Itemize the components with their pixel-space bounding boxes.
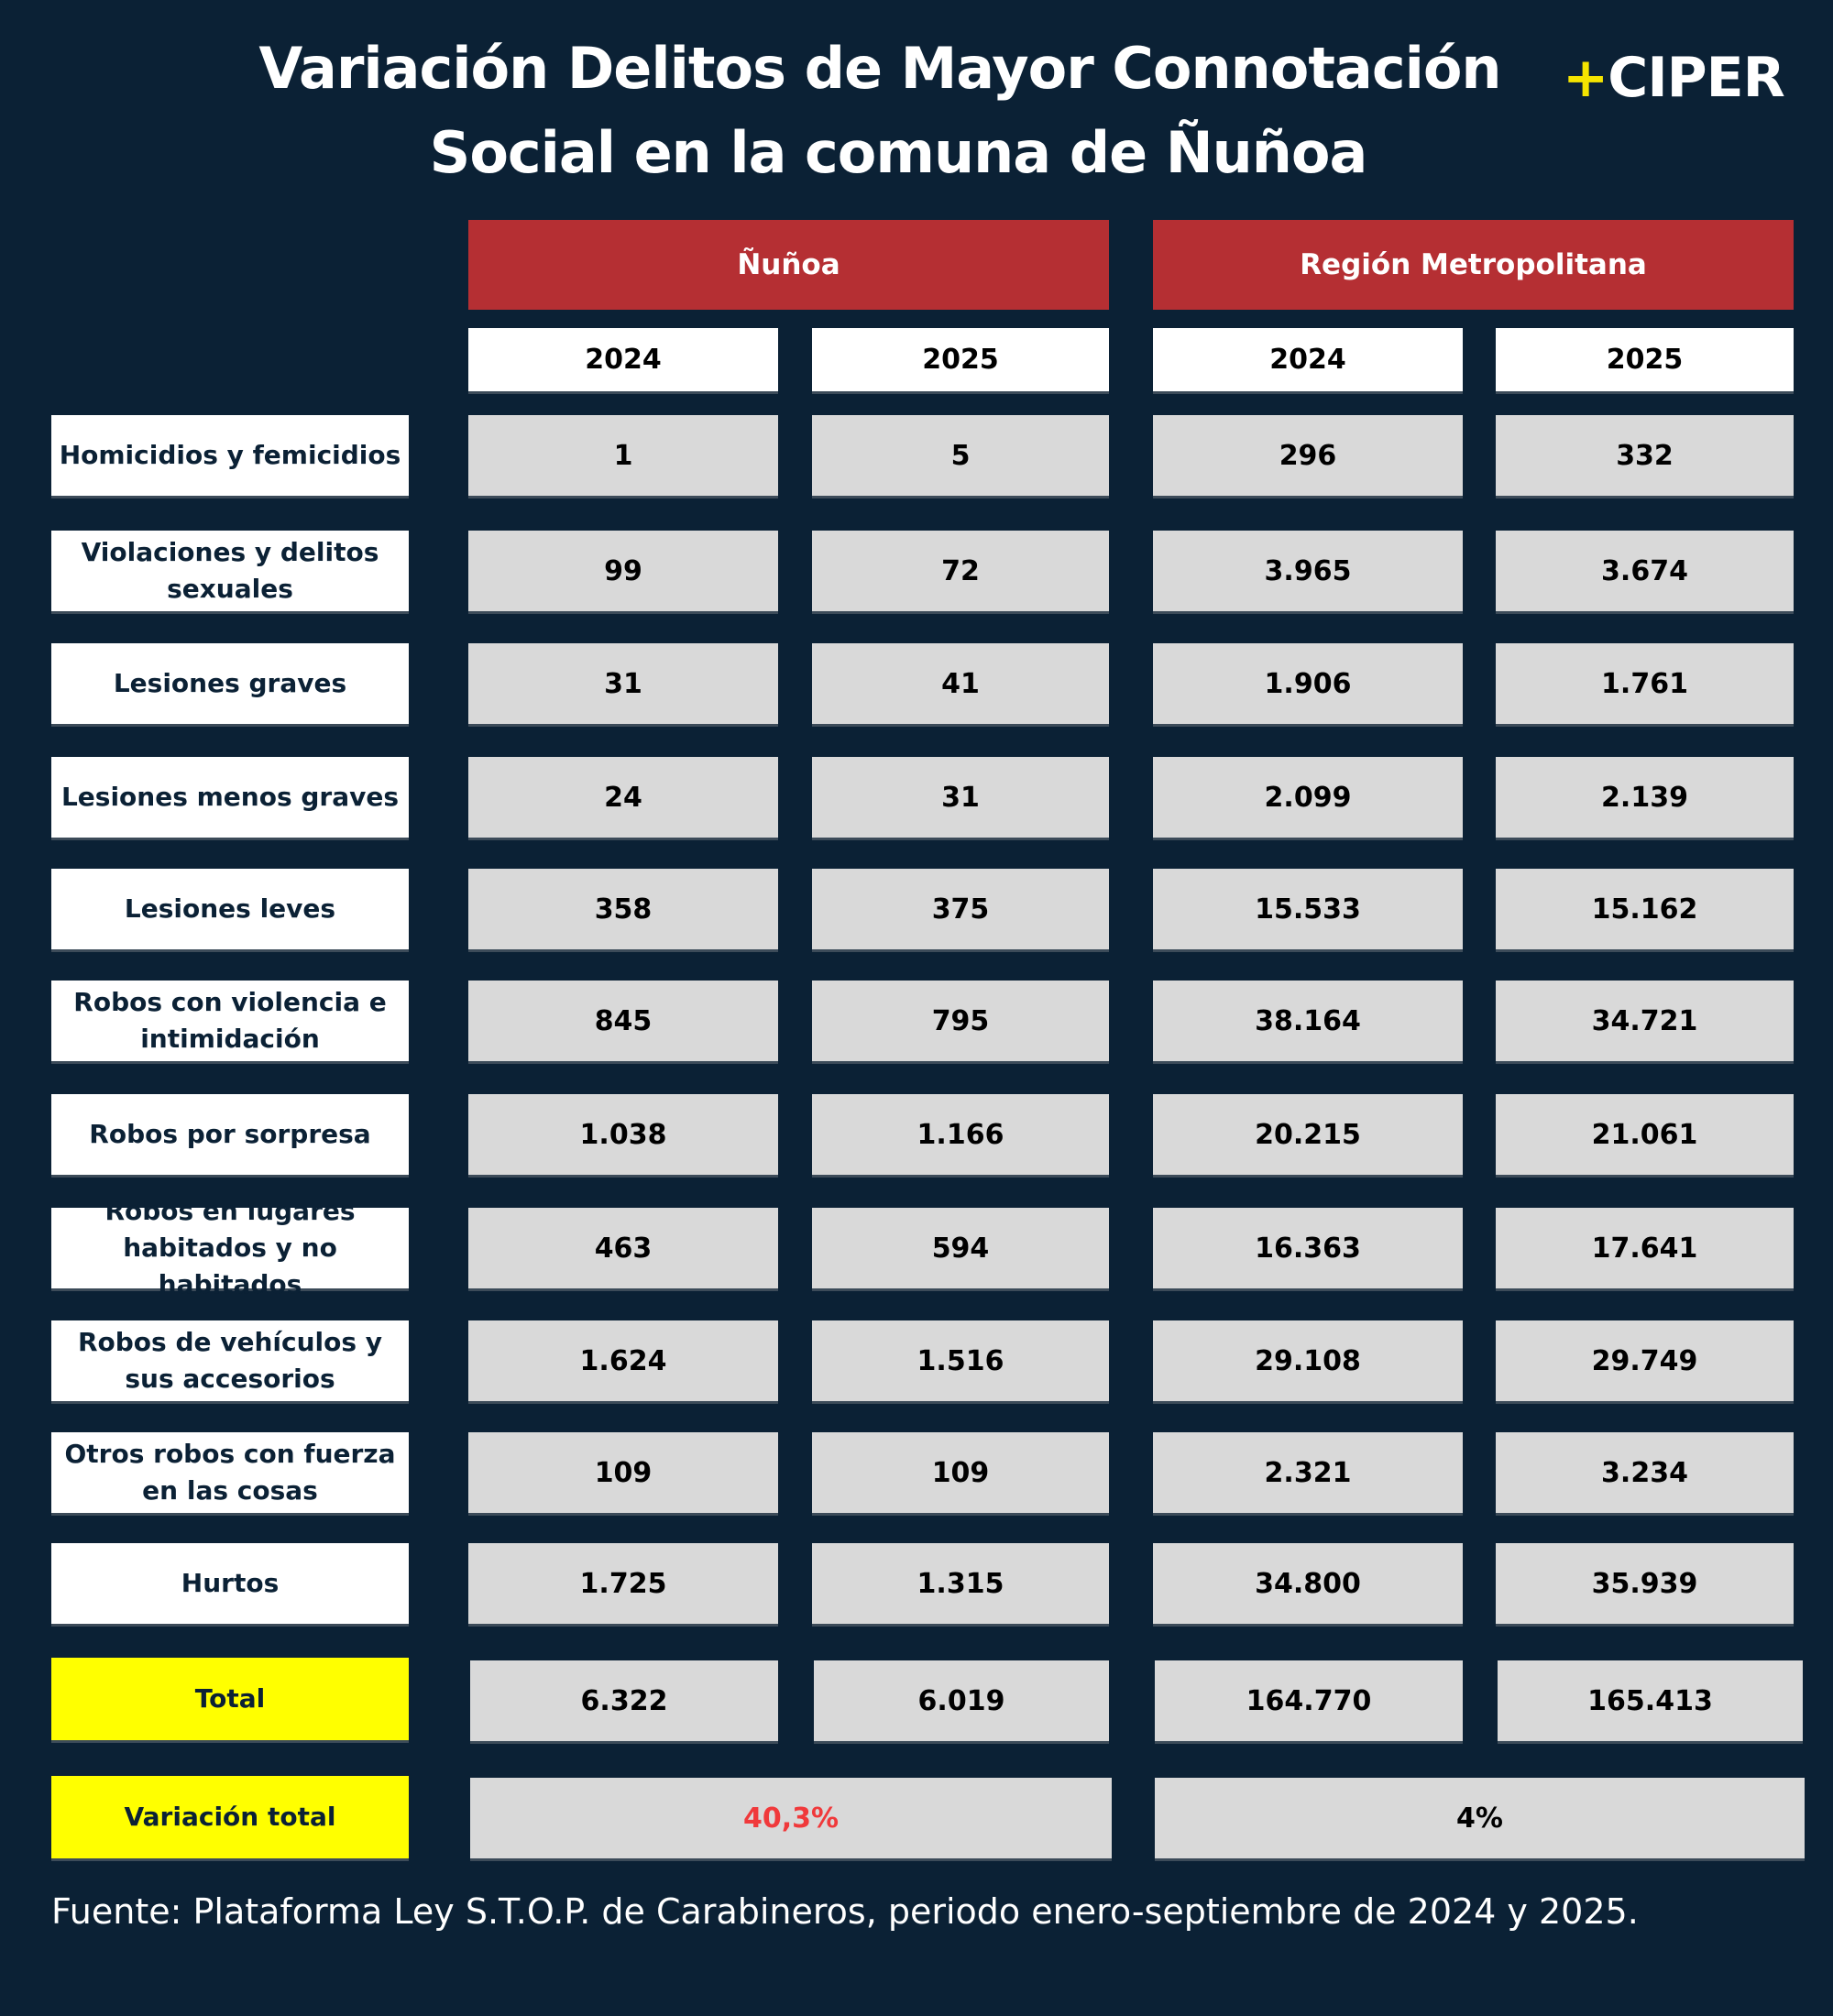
table-cell: 332 [1496,415,1794,499]
table-cell: 1.038 [468,1094,778,1178]
row-label: Lesiones leves [51,869,409,952]
table-cell: 3.965 [1153,531,1463,614]
table-cell: 296 [1153,415,1463,499]
table-cell: 29.749 [1496,1320,1794,1404]
row-label: Robos con violencia e intimidación [51,981,409,1064]
year-header: 2025 [812,328,1109,394]
total-cell: 165.413 [1498,1660,1803,1744]
table-cell: 463 [468,1208,778,1291]
table-cell: 99 [468,531,778,614]
row-label: Lesiones graves [51,643,409,727]
table-cell: 17.641 [1496,1208,1794,1291]
table-cell: 375 [812,869,1109,952]
table-cell: 845 [468,981,778,1064]
variation-label: Variación total [51,1776,409,1861]
table-cell: 1 [468,415,778,499]
total-label: Total [51,1658,409,1743]
table-cell: 109 [468,1432,778,1516]
table-cell: 38.164 [1153,981,1463,1064]
table-cell: 41 [812,643,1109,727]
table-cell: 34.800 [1153,1543,1463,1627]
group-header-nunoa: Ñuñoa [468,220,1109,310]
table-cell: 1.725 [468,1543,778,1627]
table-cell: 15.162 [1496,869,1794,952]
table-cell: 1.906 [1153,643,1463,727]
table-cell: 31 [812,757,1109,840]
table-cell: 1.624 [468,1320,778,1404]
table-cell: 16.363 [1153,1208,1463,1291]
table-cell: 1.166 [812,1094,1109,1178]
table-cell: 5 [812,415,1109,499]
year-header: 2024 [468,328,778,394]
table-cell: 29.108 [1153,1320,1463,1404]
row-label: Robos en lugares habitados y no habitado… [51,1196,409,1299]
table-cell: 15.533 [1153,869,1463,952]
table-cell: 2.099 [1153,757,1463,840]
total-cell: 6.322 [470,1660,778,1744]
table-cell: 594 [812,1208,1109,1291]
row-label: Otros robos con fuerza en las cosas [51,1432,409,1516]
logo-plus: + [1563,46,1608,110]
title-line-2: Social en la comuna de Ñuñoa [429,119,1368,186]
year-header: 2025 [1496,328,1794,394]
row-label: Hurtos [51,1543,409,1627]
table-cell: 24 [468,757,778,840]
variation-nunoa: 40,3% [470,1778,1112,1861]
total-cell: 6.019 [814,1660,1109,1744]
ciper-logo: +CIPER [1563,46,1785,110]
table-cell: 20.215 [1153,1094,1463,1178]
table-cell: 34.721 [1496,981,1794,1064]
group-header-region-metropolitana: Región Metropolitana [1153,220,1794,310]
table-cell: 1.516 [812,1320,1109,1404]
year-header: 2024 [1153,328,1463,394]
total-cell: 164.770 [1155,1660,1463,1744]
table-cell: 358 [468,869,778,952]
variation-region: 4% [1155,1778,1805,1861]
source-footer: Fuente: Plataforma Ley S.T.O.P. de Carab… [51,1891,1639,1932]
table-cell: 1.315 [812,1543,1109,1627]
table-cell: 35.939 [1496,1543,1794,1627]
row-label: Lesiones menos graves [51,757,409,840]
table-cell: 2.321 [1153,1432,1463,1516]
table-cell: 31 [468,643,778,727]
row-label: Robos de vehículos y sus accesorios [51,1320,409,1404]
table-cell: 795 [812,981,1109,1064]
title-line-1: Variación Delitos de Mayor Connotación [258,35,1501,102]
table-cell: 2.139 [1496,757,1794,840]
table-cell: 1.761 [1496,643,1794,727]
row-label: Robos por sorpresa [51,1094,409,1178]
table-cell: 21.061 [1496,1094,1794,1178]
logo-text: CIPER [1608,46,1785,110]
table-cell: 72 [812,531,1109,614]
row-label: Violaciones y delitos sexuales [51,531,409,614]
table-cell: 109 [812,1432,1109,1516]
table-cell: 3.674 [1496,531,1794,614]
table-cell: 3.234 [1496,1432,1794,1516]
row-label: Homicidios y femicidios [51,415,409,499]
